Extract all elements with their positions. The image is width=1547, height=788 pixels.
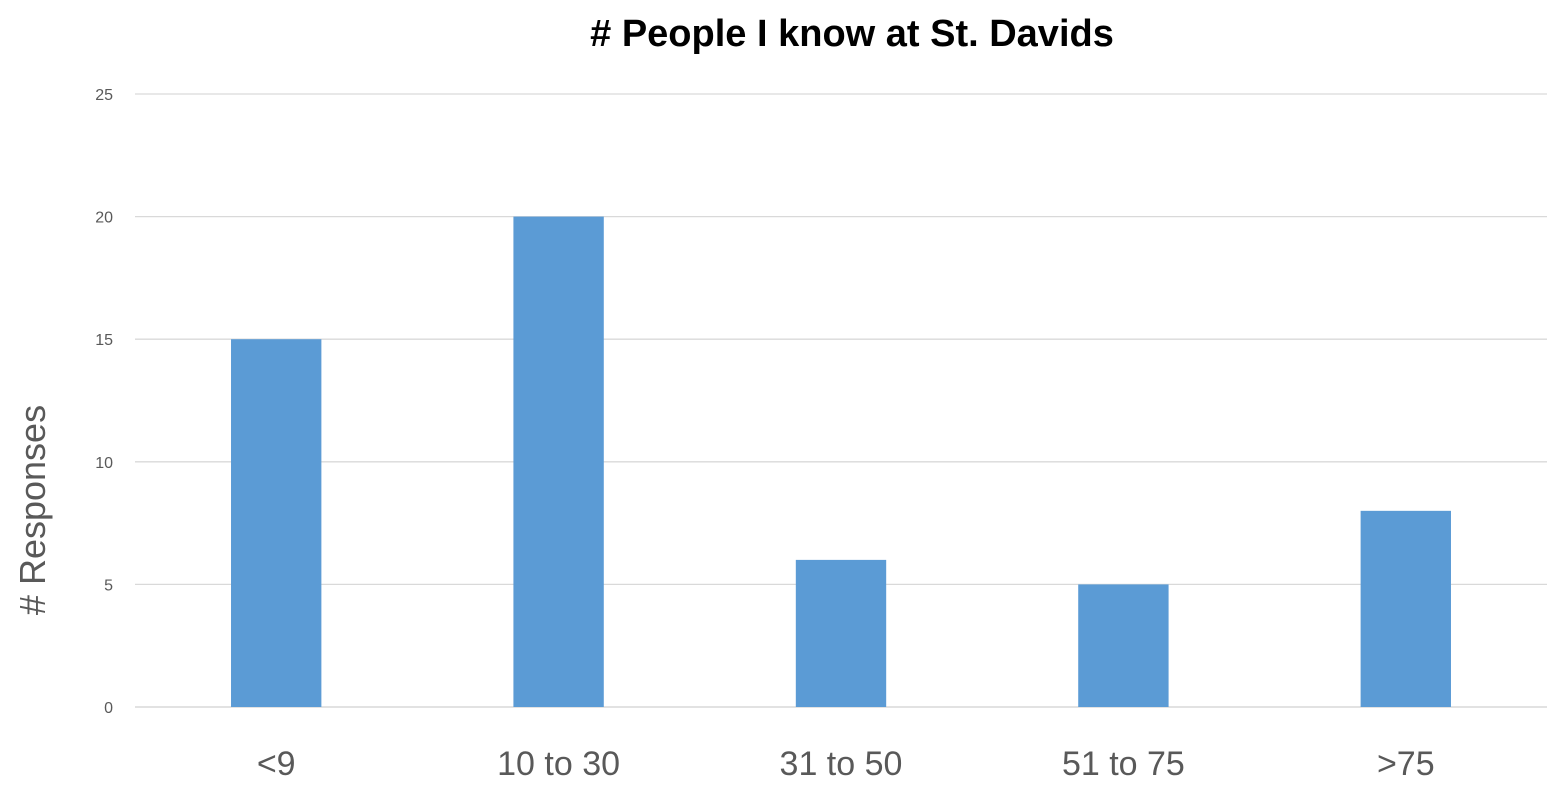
y-tick-label: 5 xyxy=(104,577,113,594)
y-tick-label: 0 xyxy=(104,700,113,717)
bar xyxy=(1360,510,1451,707)
x-tick-label: <9 xyxy=(257,745,296,783)
y-tick-label: 10 xyxy=(95,455,113,472)
y-tick-label: 15 xyxy=(95,332,113,349)
y-tick-label: 20 xyxy=(95,210,113,227)
y-axis-label: # Responses xyxy=(12,405,53,615)
bar xyxy=(795,559,887,707)
x-tick-label: 31 to 50 xyxy=(780,745,903,783)
x-tick-label: 10 to 30 xyxy=(497,745,620,783)
bars xyxy=(231,216,1451,707)
y-tick-label: 25 xyxy=(95,87,113,104)
x-tick-label: 51 to 75 xyxy=(1062,745,1185,783)
gridlines xyxy=(135,93,1547,708)
bar xyxy=(231,339,322,707)
x-tick-label: >75 xyxy=(1377,745,1435,783)
chart-title: # People I know at St. Davids xyxy=(590,13,1114,55)
bar xyxy=(1078,584,1169,707)
x-axis-ticks: <9 10 to 30 31 to 50 51 to 75 >75 xyxy=(257,745,1435,783)
bar xyxy=(513,216,604,707)
y-axis-ticks: 0 5 10 15 20 25 xyxy=(95,87,113,717)
